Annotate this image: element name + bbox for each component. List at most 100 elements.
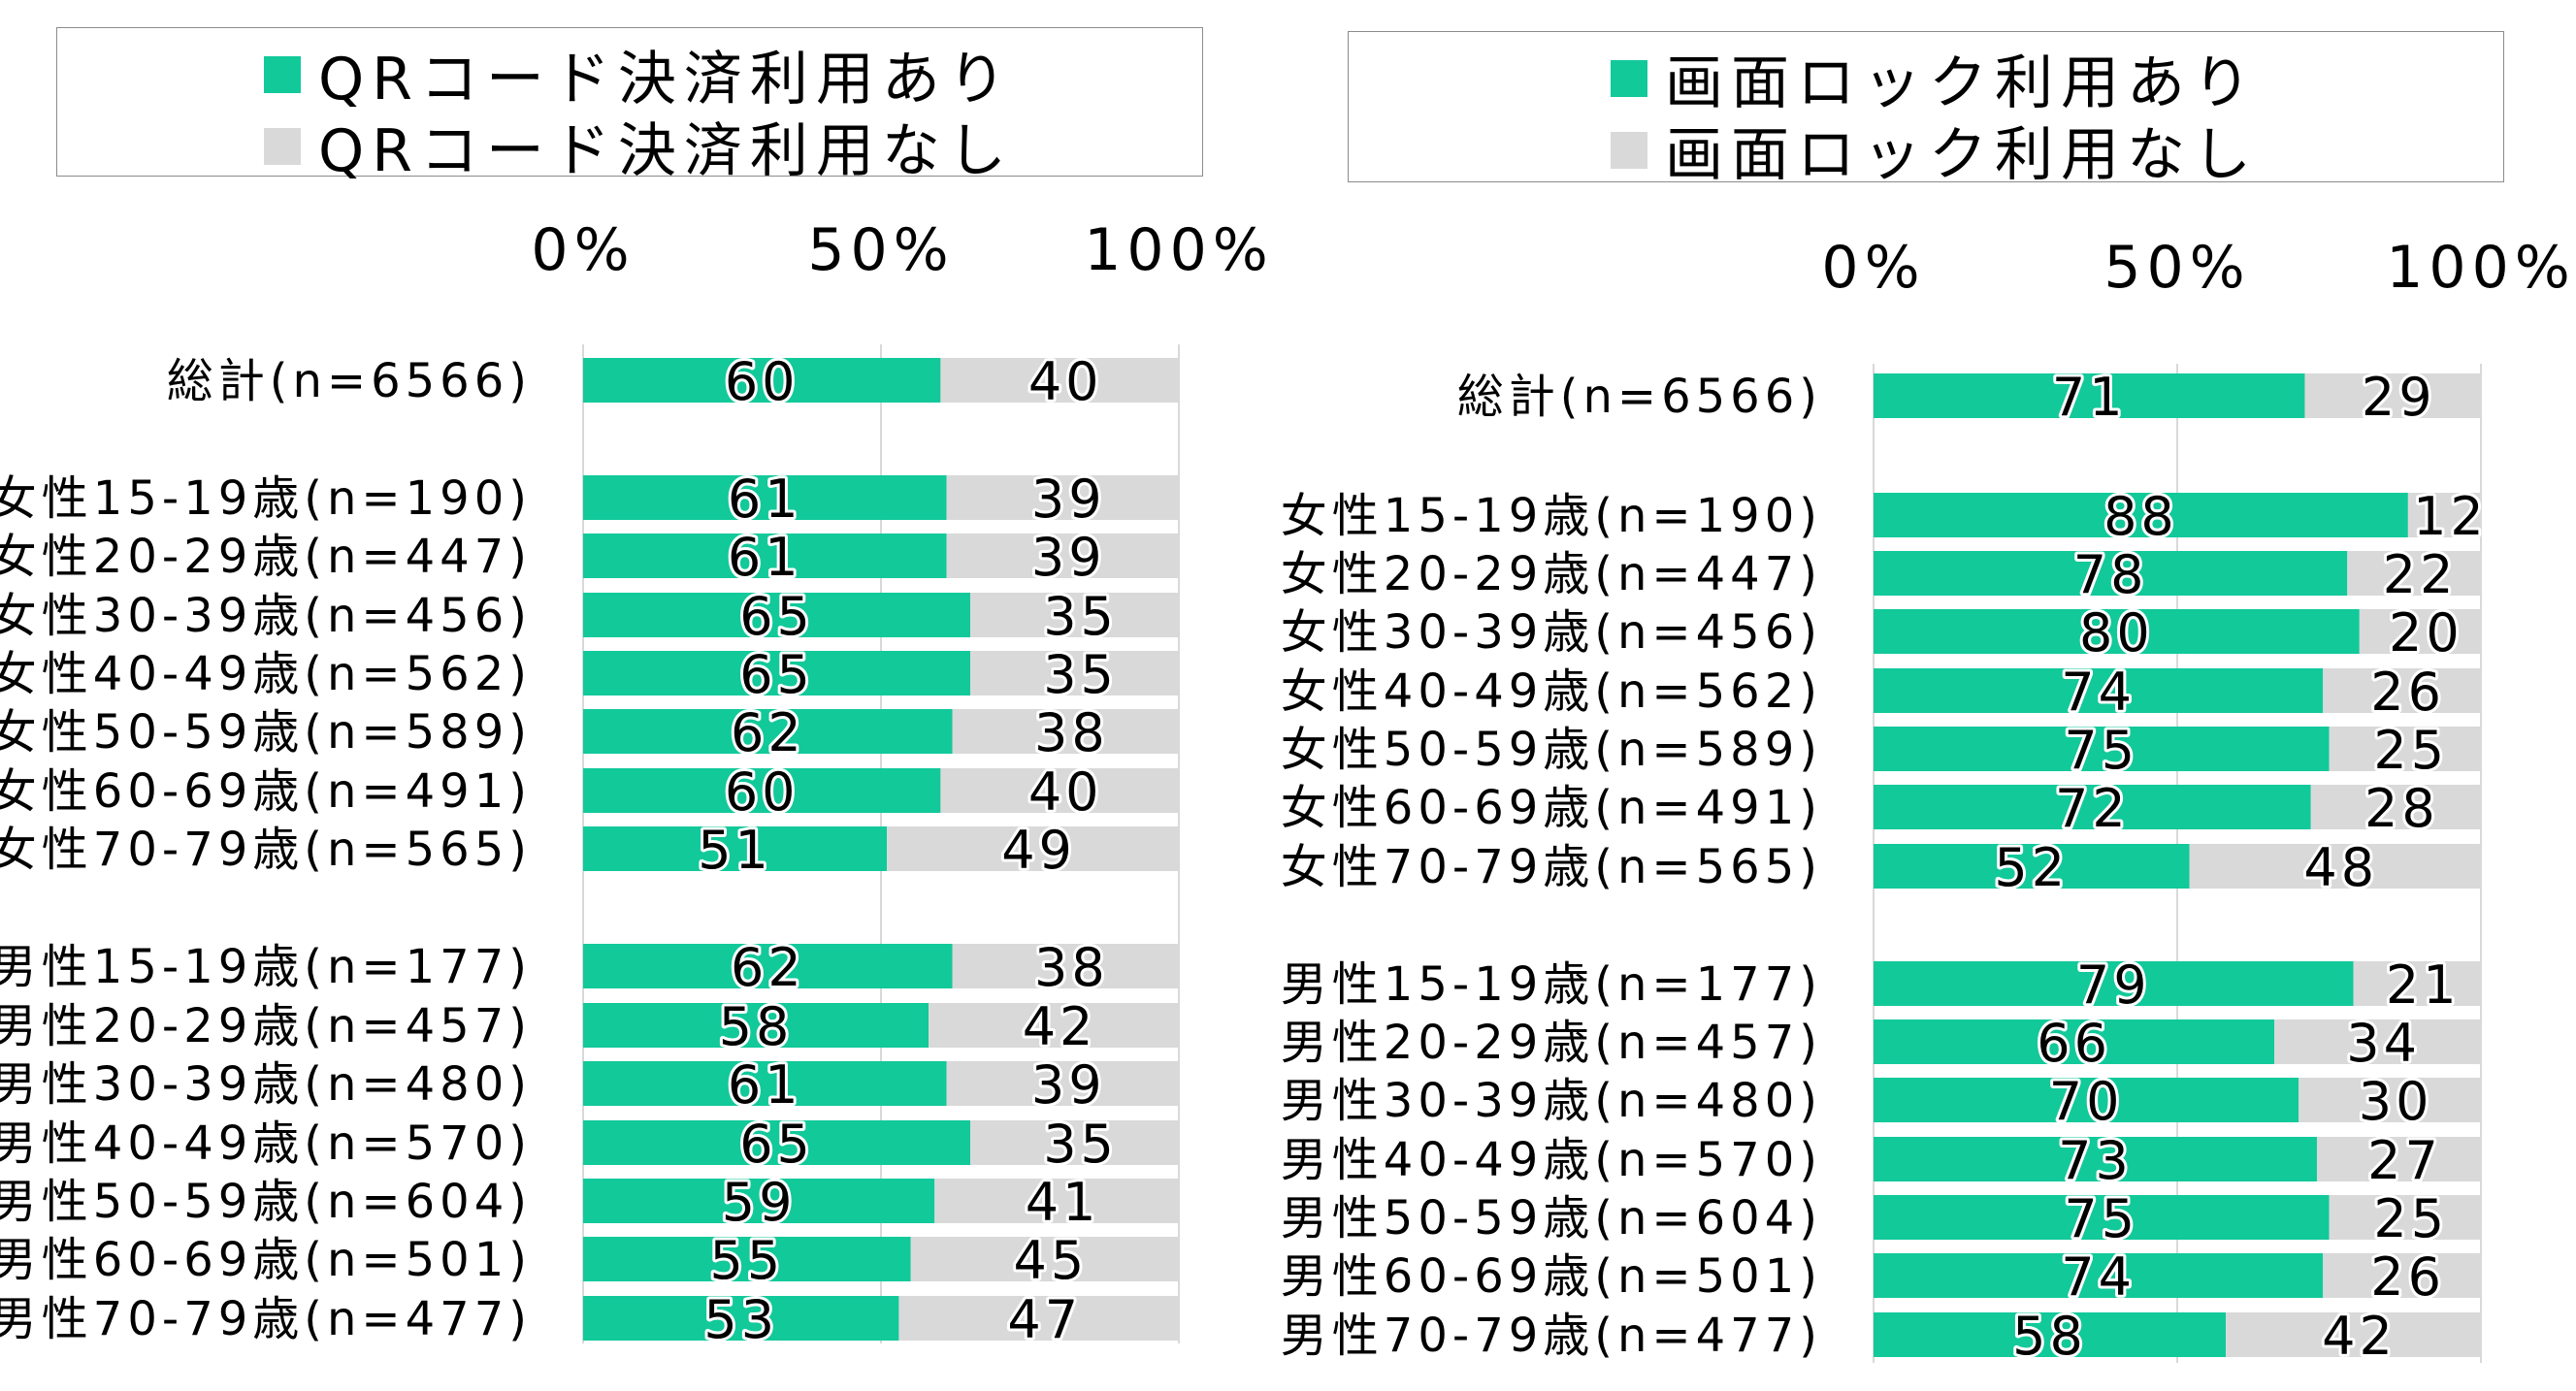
data-label-no: 25 bbox=[2373, 720, 2448, 781]
data-label-no: 25 bbox=[2373, 1188, 2448, 1249]
bar-no bbox=[2329, 1195, 2481, 1240]
legend-label-lock-yes: 画面ロック利用あり bbox=[1665, 49, 2259, 117]
category-label: 総計(n=6566) bbox=[1457, 370, 1822, 424]
data-label-no: 21 bbox=[2386, 954, 2461, 1016]
category-label: 女性60-69歳(n=491) bbox=[1281, 781, 1822, 835]
data-label-yes: 72 bbox=[2055, 778, 2130, 839]
category-label: 男性40-49歳(n=570) bbox=[1281, 1133, 1822, 1187]
category-label: 女性60-69歳(n=491) bbox=[0, 764, 532, 819]
bar-no bbox=[2299, 1078, 2481, 1122]
bar-yes bbox=[1874, 609, 2360, 654]
data-label-yes: 71 bbox=[2052, 367, 2127, 428]
data-label-yes: 51 bbox=[698, 820, 772, 881]
data-label-yes: 52 bbox=[1994, 837, 2069, 898]
chart-0: 0% 50% 100% 総計(n=6566) 60 40 女性15-19歳(n=190) 61… bbox=[0, 216, 1274, 1353]
category-label: 女性70-79歳(n=565) bbox=[1281, 840, 1822, 894]
data-label-yes: 73 bbox=[2058, 1130, 2133, 1191]
bar-no bbox=[970, 593, 1179, 637]
bar-no bbox=[2304, 373, 2481, 418]
category-label: 女性20-29歳(n=447) bbox=[1281, 547, 1822, 601]
data-label-no: 26 bbox=[2370, 662, 2445, 723]
bar-no bbox=[2310, 785, 2481, 829]
data-label-yes: 61 bbox=[728, 527, 802, 588]
bar-yes bbox=[583, 651, 971, 696]
bar-no bbox=[2359, 609, 2481, 654]
x-tick-label: 100% bbox=[1084, 216, 1274, 284]
category-label: 女性50-59歳(n=589) bbox=[0, 705, 532, 760]
category-label: 男性15-19歳(n=177) bbox=[1281, 957, 1822, 1012]
chart-1: 0% 50% 100% 総計(n=6566) 71 29 女性15-19歳(n=190) 88… bbox=[1281, 234, 2576, 1370]
data-label-yes: 62 bbox=[731, 937, 805, 998]
data-label-no: 29 bbox=[2362, 367, 2436, 428]
data-label-no: 47 bbox=[1007, 1289, 1082, 1350]
bar-no bbox=[2347, 551, 2481, 596]
data-label-no: 39 bbox=[1031, 527, 1106, 588]
category-label: 女性15-19歳(n=190) bbox=[1281, 489, 1822, 543]
legend-swatch-yes bbox=[264, 55, 301, 93]
bar-no bbox=[970, 1120, 1179, 1165]
category-label: 男性30-39歳(n=480) bbox=[1281, 1074, 1822, 1128]
bar-yes bbox=[1874, 1253, 2324, 1298]
bar-yes bbox=[583, 358, 941, 403]
category-label: 女性30-39歳(n=456) bbox=[1281, 605, 1822, 660]
data-label-no: 48 bbox=[2303, 837, 2378, 898]
bar-yes bbox=[1874, 1312, 2227, 1357]
data-label-no: 45 bbox=[1013, 1230, 1088, 1291]
data-label-no: 39 bbox=[1031, 469, 1106, 530]
data-label-no: 22 bbox=[2383, 544, 2458, 605]
category-label: 女性20-29歳(n=447) bbox=[0, 530, 532, 584]
x-tick-label: 50% bbox=[807, 216, 954, 284]
bar-yes bbox=[1874, 1195, 2330, 1240]
data-label-yes: 58 bbox=[719, 996, 794, 1057]
bar-no bbox=[946, 1061, 1179, 1106]
category-label: 男性50-59歳(n=604) bbox=[1281, 1191, 1822, 1245]
bar-yes bbox=[583, 593, 971, 637]
legend-item-qr-no: QRコード決済利用なし bbox=[264, 104, 1014, 188]
legend-swatch-no bbox=[264, 127, 301, 165]
data-label-no: 38 bbox=[1034, 702, 1109, 763]
bar-yes bbox=[583, 1003, 929, 1048]
data-label-yes: 60 bbox=[725, 761, 799, 823]
bar-yes bbox=[1874, 844, 2190, 889]
data-label-yes: 70 bbox=[2049, 1071, 2124, 1132]
category-label: 男性20-29歳(n=457) bbox=[1281, 1016, 1822, 1070]
bar-no bbox=[898, 1296, 1179, 1341]
category-label: 女性40-49歳(n=562) bbox=[1281, 664, 1822, 719]
data-label-yes: 65 bbox=[739, 644, 814, 705]
category-label: 女性50-59歳(n=589) bbox=[1281, 723, 1822, 777]
bar-yes bbox=[1874, 1137, 2317, 1181]
category-label: 女性40-49歳(n=562) bbox=[0, 647, 532, 701]
data-label-no: 41 bbox=[1026, 1172, 1100, 1233]
bar-yes bbox=[1874, 1078, 2299, 1122]
legend-label-lock-no: 画面ロック利用なし bbox=[1665, 121, 2259, 189]
bar-yes bbox=[583, 826, 888, 871]
bar-yes bbox=[1874, 551, 2348, 596]
category-label: 女性70-79歳(n=565) bbox=[0, 823, 532, 877]
data-label-yes: 78 bbox=[2073, 544, 2148, 605]
x-tick-label: 100% bbox=[2386, 234, 2576, 302]
bar-yes bbox=[1874, 1019, 2275, 1064]
category-label: 男性70-79歳(n=477) bbox=[0, 1292, 532, 1346]
category-label: 男性60-69歳(n=501) bbox=[1281, 1249, 1822, 1304]
data-label-yes: 62 bbox=[731, 702, 805, 763]
data-label-yes: 65 bbox=[739, 586, 814, 647]
bar-no bbox=[946, 534, 1179, 578]
data-label-no: 39 bbox=[1031, 1054, 1106, 1116]
category-label: 総計(n=6566) bbox=[167, 354, 532, 408]
data-label-yes: 59 bbox=[722, 1172, 797, 1233]
data-label-yes: 65 bbox=[739, 1114, 814, 1175]
data-label-yes: 75 bbox=[2064, 720, 2138, 781]
bar-no bbox=[952, 709, 1179, 754]
bar-yes bbox=[583, 1120, 971, 1165]
bar-yes bbox=[1874, 727, 2330, 771]
category-label: 男性40-49歳(n=570) bbox=[0, 1116, 532, 1171]
data-label-yes: 74 bbox=[2061, 1246, 2136, 1308]
bar-yes bbox=[583, 475, 947, 520]
bar-no bbox=[970, 651, 1179, 696]
data-label-yes: 60 bbox=[725, 351, 799, 412]
data-label-yes: 88 bbox=[2103, 486, 2178, 547]
data-label-no: 27 bbox=[2367, 1130, 2442, 1191]
legend-item-lock-yes: 画面ロック利用あり bbox=[1611, 36, 2259, 120]
bar-yes bbox=[583, 1061, 947, 1106]
